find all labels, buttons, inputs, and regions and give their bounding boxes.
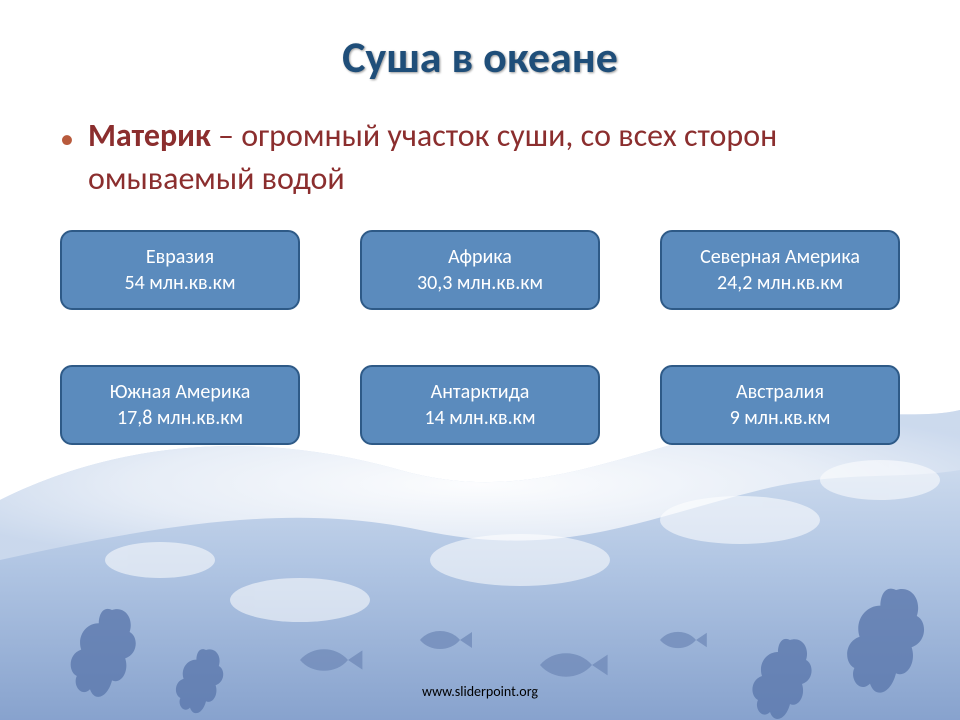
continent-name: Антарктида bbox=[370, 379, 590, 405]
continent-name: Австралия bbox=[670, 379, 890, 405]
definition-block: • Материк – огромный участок суши, со вс… bbox=[60, 114, 900, 200]
continent-area: 14 млн.кв.км bbox=[370, 405, 590, 431]
continent-card: Южная Америка 17,8 млн.кв.км bbox=[60, 365, 300, 445]
continent-area: 54 млн.кв.км bbox=[70, 270, 290, 296]
slide-title: Суша в океане bbox=[0, 0, 960, 84]
continent-card: Евразия 54 млн.кв.км bbox=[60, 230, 300, 310]
footer-url: www.sliderpoint.org bbox=[0, 683, 960, 700]
continent-cards: Евразия 54 млн.кв.км Африка 30,3 млн.кв.… bbox=[60, 230, 900, 445]
bullet-icon: • bbox=[60, 120, 74, 158]
definition-term: Материк bbox=[88, 116, 211, 155]
continent-card: Антарктида 14 млн.кв.км bbox=[360, 365, 600, 445]
continent-card: Северная Америка 24,2 млн.кв.км bbox=[660, 230, 900, 310]
continent-name: Южная Америка bbox=[70, 379, 290, 405]
continent-name: Северная Америка bbox=[670, 244, 890, 270]
continent-name: Евразия bbox=[70, 244, 290, 270]
continent-name: Африка bbox=[370, 244, 590, 270]
continent-area: 17,8 млн.кв.км bbox=[70, 405, 290, 431]
continent-card: Австралия 9 млн.кв.км bbox=[660, 365, 900, 445]
continent-card: Африка 30,3 млн.кв.км bbox=[360, 230, 600, 310]
continent-area: 30,3 млн.кв.км bbox=[370, 270, 590, 296]
definition-text: Материк – огромный участок суши, со всех… bbox=[88, 114, 900, 200]
continent-area: 24,2 млн.кв.км bbox=[670, 270, 890, 296]
continent-area: 9 млн.кв.км bbox=[670, 405, 890, 431]
slide: Суша в океане • Материк – огромный участ… bbox=[0, 0, 960, 720]
